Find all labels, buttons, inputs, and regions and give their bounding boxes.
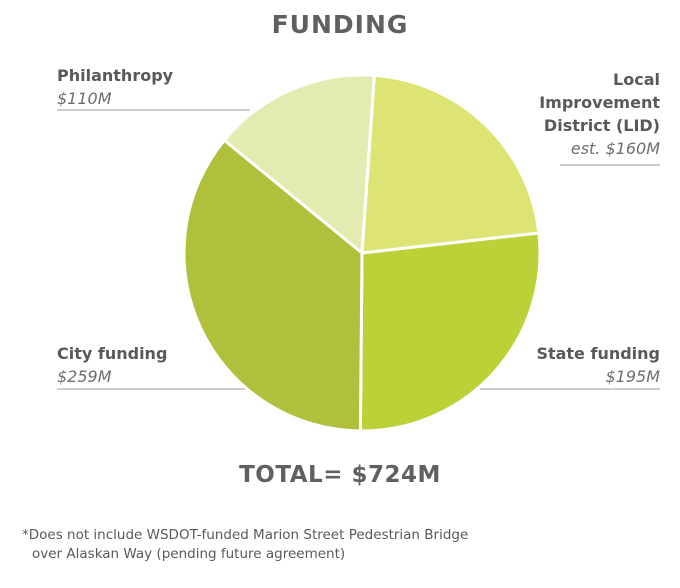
footnote: *Does not include WSDOT-funded Marion St… (22, 526, 468, 564)
total-label: TOTAL= $724M (239, 462, 441, 488)
footnote-line-2: over Alaskan Way (pending future agreeme… (32, 546, 346, 562)
chart-title: FUNDING (271, 10, 409, 39)
label-philanthropy: Philanthropy $110M (57, 64, 173, 110)
footnote-line-1: *Does not include WSDOT-funded Marion St… (22, 527, 469, 543)
slice-philanthropy (222, 73, 376, 255)
slice-name-city: City funding (57, 344, 168, 363)
slice-lid (360, 73, 541, 255)
slice-name-philanthropy: Philanthropy (57, 66, 174, 85)
slice-city (182, 138, 364, 433)
label-lid: Local Improvement District (LID) est. $1… (539, 68, 660, 160)
label-city: City funding $259M (57, 342, 167, 388)
slice-name-state: State funding (536, 344, 660, 363)
slice-value-city: $259M (57, 367, 112, 386)
slice-value-lid: est. $160M (570, 139, 660, 158)
slice-state (358, 231, 542, 433)
slice-value-state: $195M (605, 367, 660, 386)
slice-name-lid: Local Improvement District (LID) (539, 70, 660, 135)
label-state: State funding $195M (536, 342, 660, 388)
slice-value-philanthropy: $110M (57, 89, 112, 108)
